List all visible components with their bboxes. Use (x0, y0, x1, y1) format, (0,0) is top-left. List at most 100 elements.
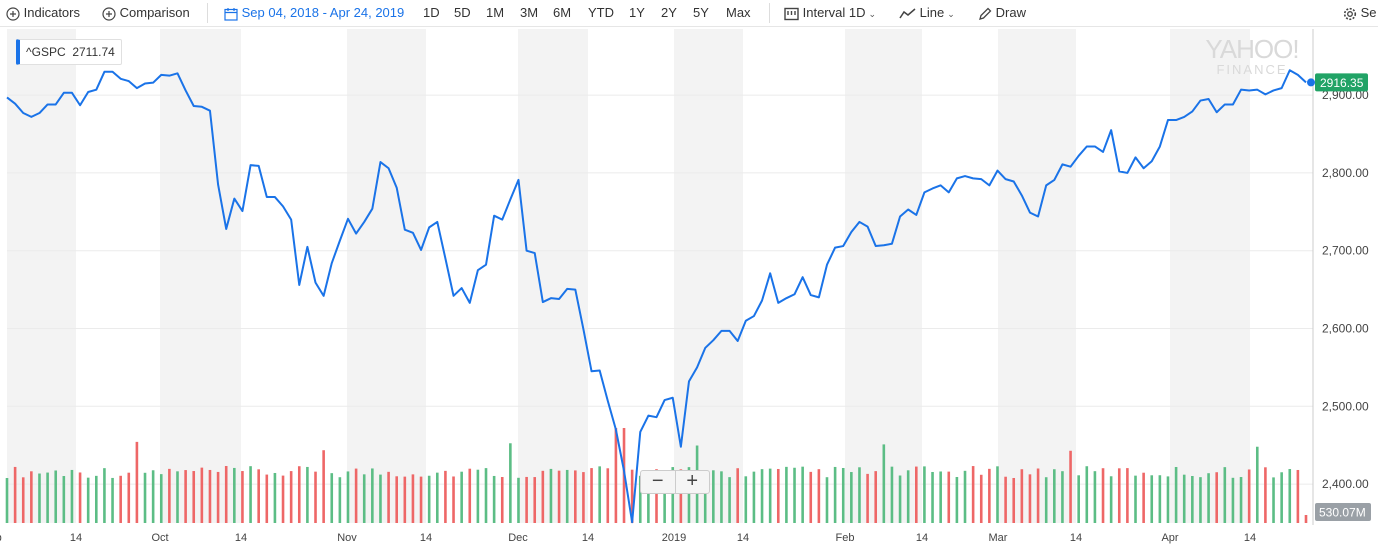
settings-button[interactable]: Se (1343, 5, 1377, 21)
volume-bar (1223, 467, 1227, 523)
volume-bar (281, 475, 285, 523)
range-button-ytd[interactable]: YTD (588, 5, 614, 20)
volume-bar (1142, 472, 1145, 523)
volume-bar (614, 428, 618, 523)
range-button-5d[interactable]: 5D (454, 5, 471, 20)
volume-bar (671, 467, 675, 523)
volume-bar (387, 471, 390, 523)
volume-bar (86, 477, 90, 523)
volume-bar (151, 470, 155, 523)
zoom-in-button[interactable]: + (686, 470, 699, 492)
volume-bar (216, 471, 220, 523)
volume-bar (70, 469, 74, 523)
volume-bar (176, 471, 179, 523)
volume-bar (590, 468, 593, 523)
symbol-legend[interactable]: ^GSPC 2711.74 (16, 39, 122, 65)
logo-line1: YAHOO! (1205, 34, 1299, 64)
volume-bar (411, 474, 415, 523)
volume-bar (931, 471, 934, 523)
volume-bar (557, 470, 561, 523)
volume-bar (427, 475, 431, 523)
x-tick-label: Feb (836, 532, 855, 544)
last-price-dot (1307, 78, 1315, 87)
line-chart-icon (899, 7, 916, 18)
volume-bar (1004, 476, 1007, 523)
volume-bar (1296, 469, 1300, 523)
interval-value: 1D (848, 5, 866, 20)
volume-bar (395, 476, 398, 523)
volume-bar (103, 468, 106, 523)
volume-bar (208, 469, 212, 523)
x-tick-label: Oct (151, 532, 168, 544)
volume-bar (898, 475, 902, 523)
x-tick-label: 14 (420, 532, 432, 544)
volume-bar (1061, 471, 1064, 523)
range-button-3m[interactable]: 3M (520, 5, 539, 20)
volume-bar (1093, 471, 1097, 523)
zoom-control: − + (640, 470, 710, 494)
interval-button[interactable]: Interval 1D ⌄ (784, 5, 876, 22)
volume-bar (338, 477, 342, 523)
volume-bar (663, 472, 666, 523)
volume-bar (996, 466, 999, 523)
volume-bar (111, 477, 114, 523)
volume-bar (38, 473, 41, 523)
volume-bar (939, 471, 942, 523)
month-band (1170, 29, 1250, 523)
line-type-button[interactable]: Line ⌄ (899, 5, 955, 22)
range-button-6m[interactable]: 6M (553, 5, 572, 20)
volume-bar (1044, 477, 1048, 523)
volume-bar (492, 475, 496, 523)
x-tick-label: 14 (916, 532, 928, 544)
y-tick-label: 2,900.00 (1322, 88, 1369, 102)
date-range-button[interactable]: Sep 04, 2018 - Apr 24, 2019 (224, 5, 404, 21)
volume-bar (785, 466, 788, 523)
line-type-label: Line (919, 5, 945, 20)
x-tick-label: Mar (989, 532, 1008, 544)
range-button-1d[interactable]: 1D (423, 5, 440, 20)
volume-bar (435, 472, 439, 523)
volume-bar (119, 475, 122, 523)
volume-bar (703, 471, 707, 523)
volume-bar (1255, 446, 1259, 523)
volume-bar (265, 474, 269, 523)
x-tick-label: 14 (235, 532, 247, 544)
volume-bar (354, 468, 358, 523)
interval-icon (784, 7, 799, 20)
volume-bar (630, 469, 634, 523)
indicators-label: Indicators (23, 5, 80, 20)
range-button-5y[interactable]: 5Y (693, 5, 709, 20)
volume-bar (923, 466, 926, 523)
volume-bar (30, 471, 33, 523)
volume-bar (233, 467, 236, 523)
comparison-button[interactable]: Comparison (102, 5, 190, 21)
chart-toolbar: Indicators Comparison Sep 04, 2018 - Apr… (0, 0, 1378, 27)
volume-bar (1182, 474, 1186, 523)
month-band (674, 29, 743, 523)
volume-bar (249, 466, 252, 523)
volume-bar (1166, 476, 1170, 523)
volume-bar (1280, 472, 1283, 523)
indicators-button[interactable]: Indicators (6, 5, 80, 21)
zoom-out-button[interactable]: − (641, 471, 676, 493)
x-tick-label: 14 (70, 532, 82, 544)
volume-bar (1117, 468, 1121, 523)
volume-bar (1215, 472, 1218, 523)
volume-bar (752, 471, 756, 523)
volume-bar (817, 469, 821, 523)
volume-bar (444, 470, 447, 523)
volume-bar (1272, 477, 1275, 523)
range-button-1m[interactable]: 1M (486, 5, 505, 20)
volume-bar (192, 471, 196, 523)
y-tick-label: 2,500.00 (1322, 399, 1369, 413)
draw-button[interactable]: Draw (978, 5, 1026, 21)
price-line (6, 69, 1307, 524)
volume-bar (776, 468, 780, 523)
volume-bar (736, 468, 739, 523)
range-button-max[interactable]: Max (726, 5, 751, 20)
range-button-1y[interactable]: 1Y (629, 5, 645, 20)
volume-bar (679, 469, 683, 523)
volume-bar (760, 469, 764, 523)
range-button-2y[interactable]: 2Y (661, 5, 677, 20)
